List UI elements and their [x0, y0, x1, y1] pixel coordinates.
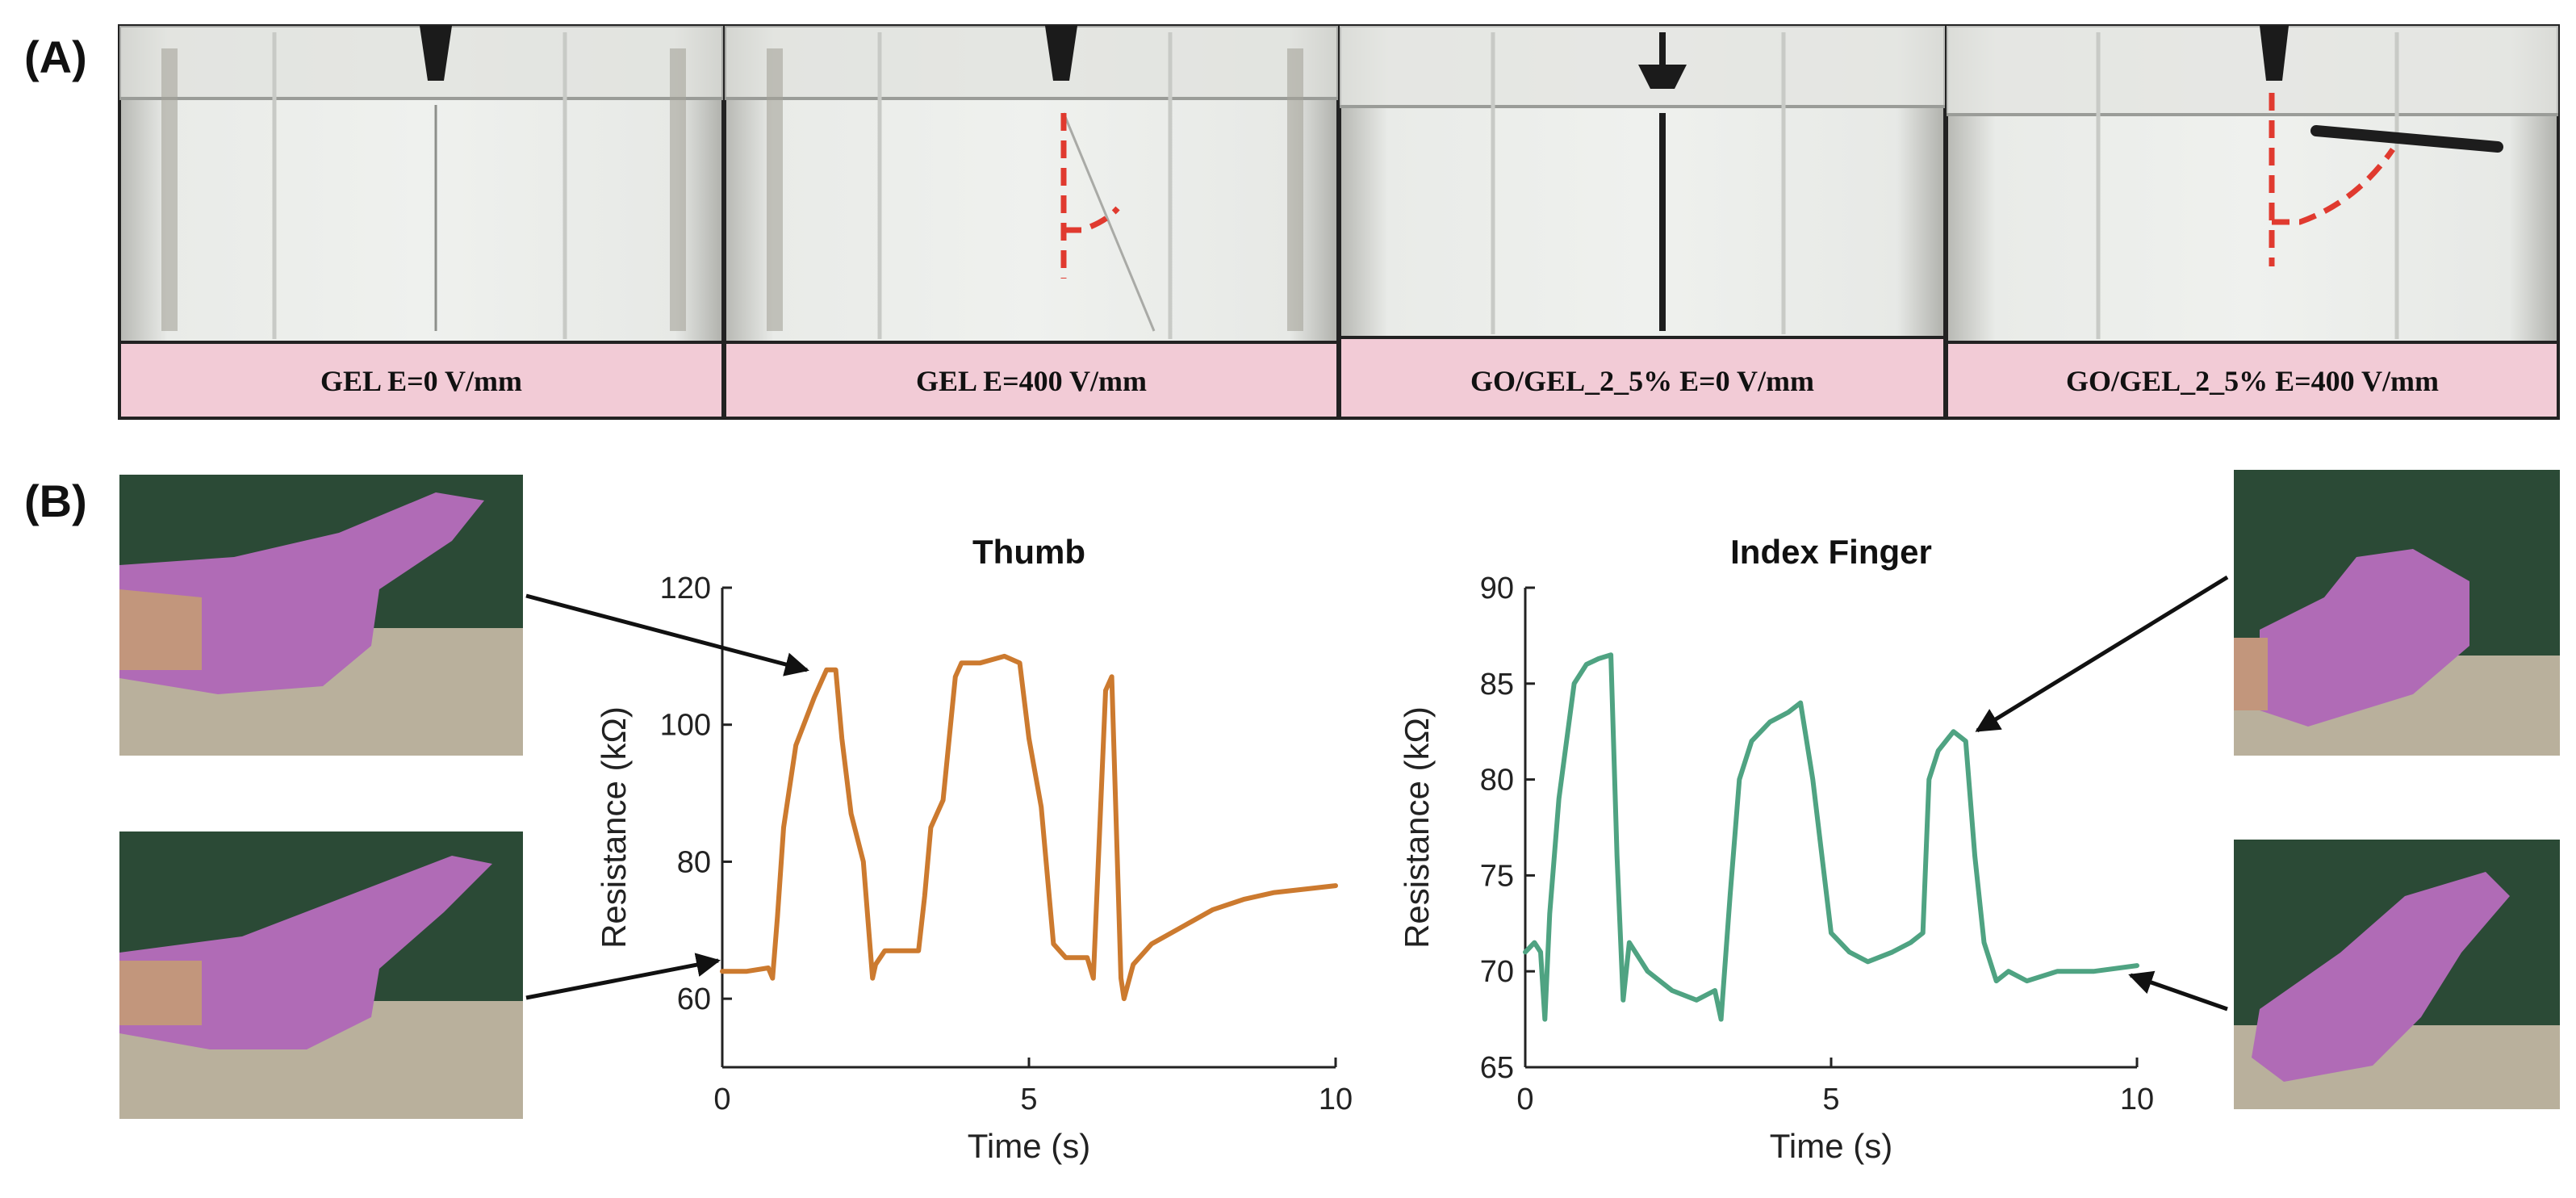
photo-caption-1: GEL E=0 V/mm — [320, 365, 522, 397]
y-tick-label: 90 — [1480, 572, 1514, 605]
photo-panel-4: GO/GEL_2_5% E=400 V/mm — [1945, 24, 2560, 420]
photo-panel-1: GEL E=0 V/mm — [118, 24, 725, 420]
panel-label-a: (A) — [24, 31, 87, 82]
y-tick-label: 65 — [1480, 1051, 1514, 1085]
photo-caption-box-3 — [1338, 336, 1947, 420]
glove-photo-thumb-straight — [119, 831, 523, 1119]
series-line-index-finger — [1523, 652, 2139, 1022]
chart-thumb: 0 5 10 60 80 100 120 Thumb Time (s) Resistance (k… — [595, 533, 1353, 1165]
y-tick-label: 60 — [677, 982, 711, 1016]
deflection-angle-marker — [1060, 113, 1120, 279]
y-tick-label: 100 — [660, 709, 711, 743]
photo-caption-4: GO/GEL_2_5% E=400 V/mm — [2066, 365, 2439, 397]
y-tick-label: 120 — [660, 572, 711, 605]
x-tick-label: 0 — [1516, 1083, 1533, 1116]
deflection-angle-marker — [2269, 93, 2395, 266]
electrode-clip-icon — [1045, 26, 1077, 81]
x-axis-label: Time (s) — [1770, 1127, 1892, 1165]
arrow-index-bent — [1975, 575, 2229, 733]
glove-photo-index-straight — [2234, 840, 2560, 1109]
y-tick-label: 80 — [1480, 764, 1514, 798]
glove-photo-index-bent — [2234, 470, 2560, 756]
glove-hand-icon — [119, 492, 484, 694]
series-line-thumb — [720, 653, 1338, 1002]
photo-caption-3: GO/GEL_2_5% E=0 V/mm — [1470, 365, 1814, 397]
glove-hand-icon — [2252, 872, 2510, 1082]
photo-caption-2: GEL E=400 V/mm — [916, 365, 1147, 397]
panel-label-b: (B) — [24, 475, 87, 526]
y-tick-label: 75 — [1480, 859, 1514, 893]
y-axis-label: Resistance (kΩ) — [595, 706, 633, 949]
chart-index-finger: 0 5 10 65 70 75 80 85 90 Index Finger Time (s) Resi… — [1398, 533, 2154, 1165]
arrow-index-straight — [2128, 970, 2228, 1012]
arrow-thumb-bent — [525, 593, 809, 676]
y-axis-label: Resistance (kΩ) — [1398, 706, 1436, 949]
photo-panel-2: GEL E=400 V/mm — [723, 24, 1340, 420]
y-tick-label: 85 — [1480, 668, 1514, 702]
electrode-clip-icon — [1638, 65, 1687, 89]
pointer-arrows — [525, 575, 2229, 1012]
y-tick-label: 80 — [677, 845, 711, 879]
photo-caption-box-4 — [1945, 341, 2560, 420]
chart-title: Thumb — [972, 533, 1085, 571]
y-tick-label: 70 — [1480, 955, 1514, 989]
x-tick-label: 5 — [1020, 1083, 1037, 1116]
x-tick-label: 10 — [1319, 1083, 1353, 1116]
chart-title: Index Finger — [1730, 533, 1932, 571]
x-axis-label: Time (s) — [968, 1127, 1090, 1165]
x-tick-label: 10 — [2120, 1083, 2154, 1116]
glove-hand-icon — [2260, 549, 2469, 727]
electrode-clip-icon — [420, 26, 452, 81]
x-tick-label: 0 — [713, 1083, 730, 1116]
electrode-clip-icon — [2260, 26, 2289, 81]
x-tick-label: 5 — [1822, 1083, 1839, 1116]
glove-photo-thumb-bent — [119, 475, 523, 756]
arrow-thumb-straight — [525, 953, 721, 1000]
glove-hand-icon — [119, 856, 492, 1049]
photo-panel-3: GO/GEL_2_5% E=0 V/mm — [1338, 24, 1947, 420]
